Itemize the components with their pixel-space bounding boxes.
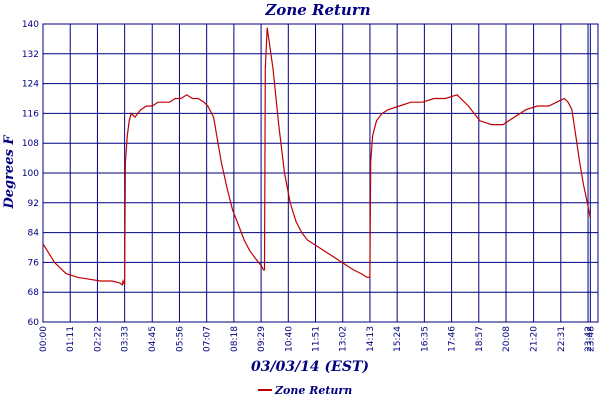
- x-tick-label: 00:00: [39, 326, 49, 352]
- series-line-zone-return: [42, 27, 591, 286]
- y-tick-label: 124: [22, 80, 39, 90]
- x-tick-label: 10:40: [284, 326, 294, 352]
- x-tick-label: 15:24: [393, 326, 403, 352]
- y-tick-label: 60: [28, 318, 40, 328]
- y-tick-label: 76: [28, 258, 40, 268]
- y-tick-label: 68: [28, 288, 40, 298]
- x-tick-label: 03:33: [121, 326, 131, 352]
- y-axis-label: Degrees F: [2, 135, 17, 210]
- y-tick-label: 92: [28, 199, 39, 209]
- x-tick-label: 04:45: [148, 326, 158, 352]
- y-tick-label: 100: [22, 169, 39, 179]
- x-tick-label: 20:08: [502, 326, 512, 352]
- y-tick-label: 84: [28, 229, 40, 239]
- x-tick-label: 08:18: [230, 326, 240, 352]
- y-tick-label: 140: [22, 20, 39, 30]
- y-tick-label: 108: [22, 139, 39, 149]
- grid-lines: [42, 23, 599, 323]
- plot-area: [42, 27, 591, 286]
- x-tick-labels: 00:00 01:11 02:22 03:33 04:45 05:56 07:07 08:18…: [39, 326, 596, 352]
- x-tick-label: 23:48: [586, 326, 596, 352]
- y-tick-label: 132: [22, 50, 39, 60]
- x-tick-label: 16:35: [420, 326, 430, 352]
- x-tick-label: 07:07: [203, 326, 213, 352]
- x-tick-label: 13:02: [339, 326, 349, 352]
- x-tick-label: 17:46: [448, 326, 458, 352]
- y-tick-labels: 60 68 76 84 92 100 108 116 124 132 140: [22, 20, 39, 328]
- x-tick-label: 18:57: [475, 326, 485, 352]
- x-tick-label: 05:56: [175, 326, 185, 352]
- x-tick-label: 21:20: [530, 326, 540, 352]
- x-tick-label: 09:29: [257, 326, 267, 352]
- legend: Zone Return: [258, 384, 352, 397]
- x-tick-label: 01:11: [66, 326, 76, 352]
- x-axis-label: 03/03/14 (EST): [251, 359, 369, 375]
- x-tick-label: 14:13: [366, 326, 376, 352]
- x-tick-label: 22:31: [557, 326, 567, 352]
- x-tick-label: 02:22: [93, 326, 103, 352]
- plot-border: [42, 23, 599, 323]
- chart-title: Zone Return: [264, 1, 370, 19]
- y-tick-label: 116: [22, 109, 39, 119]
- x-tick-label: 11:51: [312, 326, 322, 352]
- legend-label: Zone Return: [274, 384, 352, 397]
- x-tick-label: 23:42: [584, 326, 594, 352]
